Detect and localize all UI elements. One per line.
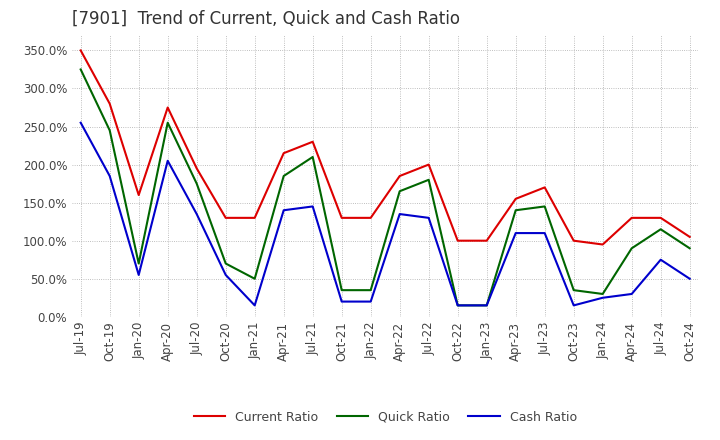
Cash Ratio — [251, 303, 259, 308]
Cash Ratio — [366, 299, 375, 304]
Current Ratio — [598, 242, 607, 247]
Current Ratio — [163, 105, 172, 110]
Current Ratio — [482, 238, 491, 243]
Quick Ratio — [627, 246, 636, 251]
Quick Ratio — [454, 303, 462, 308]
Cash Ratio — [163, 158, 172, 163]
Quick Ratio — [279, 173, 288, 179]
Quick Ratio — [395, 189, 404, 194]
Current Ratio — [308, 139, 317, 144]
Cash Ratio — [627, 291, 636, 297]
Current Ratio — [135, 192, 143, 198]
Cash Ratio — [221, 272, 230, 278]
Cash Ratio — [135, 272, 143, 278]
Quick Ratio — [251, 276, 259, 282]
Cash Ratio — [657, 257, 665, 262]
Cash Ratio — [424, 215, 433, 220]
Cash Ratio — [454, 303, 462, 308]
Line: Current Ratio: Current Ratio — [81, 51, 690, 245]
Quick Ratio — [192, 181, 201, 186]
Current Ratio — [192, 166, 201, 171]
Quick Ratio — [366, 287, 375, 293]
Quick Ratio — [76, 67, 85, 72]
Quick Ratio — [221, 261, 230, 266]
Current Ratio — [511, 196, 520, 202]
Current Ratio — [251, 215, 259, 220]
Cash Ratio — [482, 303, 491, 308]
Line: Cash Ratio: Cash Ratio — [81, 123, 690, 305]
Cash Ratio — [685, 276, 694, 282]
Current Ratio — [366, 215, 375, 220]
Current Ratio — [570, 238, 578, 243]
Current Ratio — [657, 215, 665, 220]
Quick Ratio — [482, 303, 491, 308]
Quick Ratio — [338, 287, 346, 293]
Current Ratio — [685, 234, 694, 239]
Legend: Current Ratio, Quick Ratio, Cash Ratio: Current Ratio, Quick Ratio, Cash Ratio — [189, 406, 582, 429]
Quick Ratio — [308, 154, 317, 160]
Quick Ratio — [163, 120, 172, 125]
Current Ratio — [541, 185, 549, 190]
Quick Ratio — [598, 291, 607, 297]
Cash Ratio — [308, 204, 317, 209]
Cash Ratio — [598, 295, 607, 301]
Current Ratio — [454, 238, 462, 243]
Current Ratio — [221, 215, 230, 220]
Cash Ratio — [105, 173, 114, 179]
Cash Ratio — [395, 211, 404, 216]
Quick Ratio — [657, 227, 665, 232]
Current Ratio — [424, 162, 433, 167]
Quick Ratio — [424, 177, 433, 183]
Current Ratio — [76, 48, 85, 53]
Cash Ratio — [76, 120, 85, 125]
Cash Ratio — [570, 303, 578, 308]
Current Ratio — [279, 150, 288, 156]
Quick Ratio — [685, 246, 694, 251]
Cash Ratio — [541, 231, 549, 236]
Cash Ratio — [511, 231, 520, 236]
Text: [7901]  Trend of Current, Quick and Cash Ratio: [7901] Trend of Current, Quick and Cash … — [72, 10, 460, 28]
Cash Ratio — [192, 211, 201, 216]
Current Ratio — [395, 173, 404, 179]
Quick Ratio — [541, 204, 549, 209]
Quick Ratio — [135, 261, 143, 266]
Line: Quick Ratio: Quick Ratio — [81, 70, 690, 305]
Current Ratio — [627, 215, 636, 220]
Current Ratio — [105, 101, 114, 106]
Quick Ratio — [570, 287, 578, 293]
Cash Ratio — [279, 208, 288, 213]
Quick Ratio — [511, 208, 520, 213]
Current Ratio — [338, 215, 346, 220]
Cash Ratio — [338, 299, 346, 304]
Quick Ratio — [105, 128, 114, 133]
